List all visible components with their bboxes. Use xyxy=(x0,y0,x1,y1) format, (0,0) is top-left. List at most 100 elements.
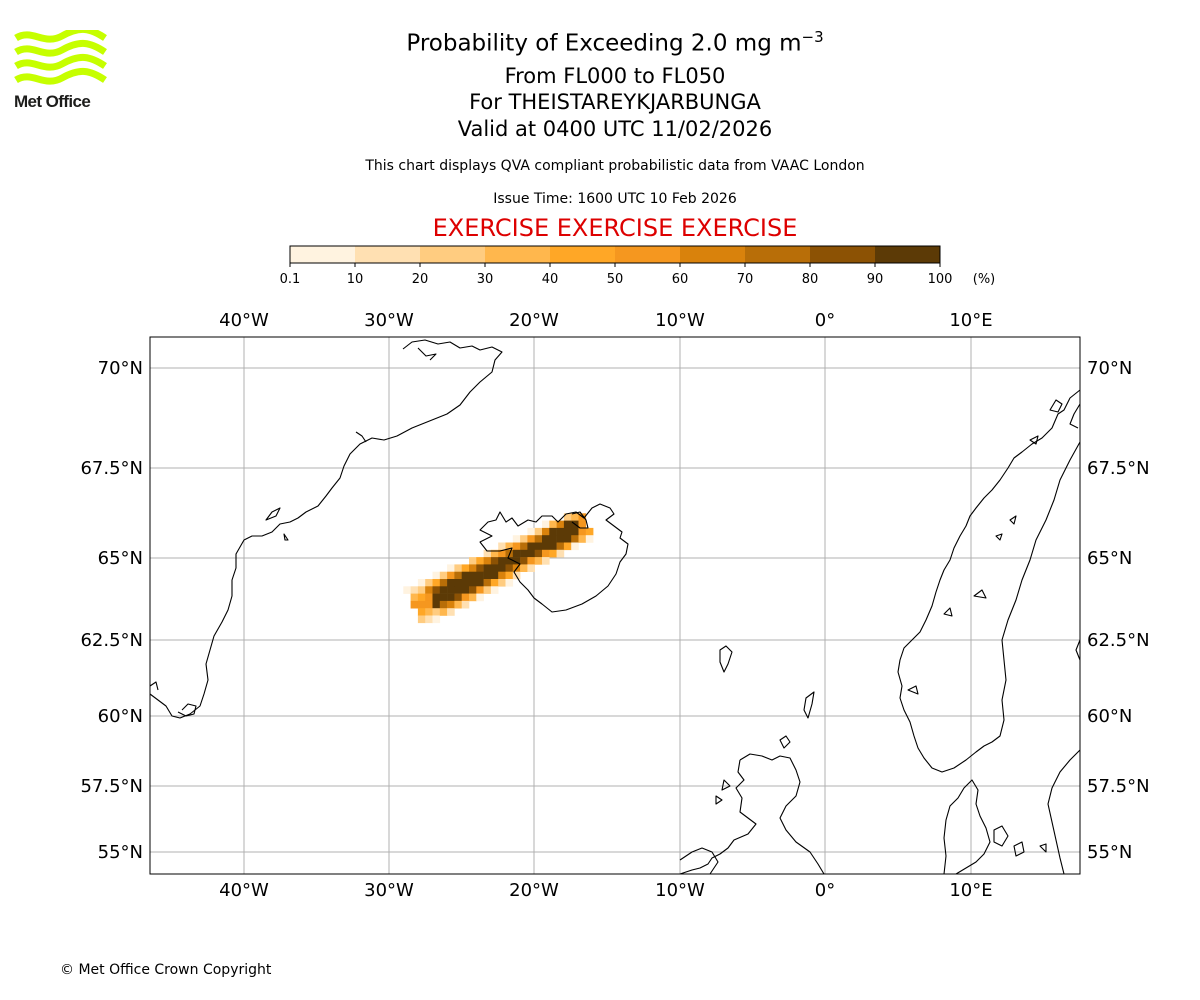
colorbar-tick-label: 10 xyxy=(347,272,364,287)
plume-cell xyxy=(439,593,448,602)
plume-cell xyxy=(432,593,441,602)
map-frame xyxy=(149,336,1081,875)
plume-cell xyxy=(461,586,470,594)
plume-cell xyxy=(454,600,462,609)
plume-cell xyxy=(476,564,484,572)
plume-cell xyxy=(425,608,433,616)
plume-cell xyxy=(556,549,565,558)
colorbar: 0.1 10 20 30 40 50 60 70 80 90 100 (%) xyxy=(280,245,995,287)
plume-cell xyxy=(447,571,455,580)
plume-cell xyxy=(469,586,477,594)
plume-cell xyxy=(432,579,441,587)
plume-cell xyxy=(417,600,426,609)
lat-label: 55°N xyxy=(1087,842,1132,863)
plume-cell xyxy=(542,527,550,536)
lat-label: 70°N xyxy=(1087,358,1132,379)
lat-label: 57.5°N xyxy=(1087,776,1150,797)
gridlines xyxy=(150,337,1080,874)
plume-cell xyxy=(527,564,535,572)
plume-cell xyxy=(483,557,492,565)
plume-cell xyxy=(454,571,462,580)
plume-cell xyxy=(454,579,462,587)
plume-cell xyxy=(549,520,557,529)
plume-cell xyxy=(476,579,484,587)
lat-label: 65°N xyxy=(1087,548,1132,569)
plume-cell xyxy=(556,542,565,551)
plume-cell xyxy=(490,564,499,572)
plume-cell xyxy=(432,608,441,616)
plume-cell xyxy=(520,549,528,558)
plume-cell xyxy=(425,579,433,587)
plume-cell xyxy=(542,520,550,529)
plume-cell xyxy=(585,535,594,543)
colorbar-cell xyxy=(680,246,746,263)
colorbar-tick-label: 70 xyxy=(737,272,754,287)
plume-cell xyxy=(571,527,579,536)
plume-cell xyxy=(578,535,587,543)
plume-cell xyxy=(585,527,594,536)
lon-labels-top: 40°W 30°W 20°W 10°W 0° 10°E xyxy=(219,310,992,331)
valid-time: Valid at 0400 UTC 11/02/2026 xyxy=(457,117,773,141)
plume-cell xyxy=(505,571,514,580)
plume-cell xyxy=(461,571,470,580)
plume-cell xyxy=(556,520,565,529)
plume-cell xyxy=(439,608,448,616)
plume-cell xyxy=(505,557,514,565)
plume-cell xyxy=(432,586,441,594)
colorbar-tick-label: 50 xyxy=(607,272,624,287)
colorbar-cell xyxy=(290,246,356,263)
plume-cell xyxy=(432,600,441,609)
coastline-denmark xyxy=(943,779,991,875)
plume-cell xyxy=(461,564,470,572)
plume-cell xyxy=(527,557,535,565)
plume-cell xyxy=(527,527,535,536)
colorbar-tick-label: 60 xyxy=(672,272,689,287)
plume-cell xyxy=(542,535,550,543)
coastlines xyxy=(149,339,1081,875)
plume-cell xyxy=(469,579,477,587)
plume-cell xyxy=(417,608,426,616)
plume-cell xyxy=(461,593,470,602)
plume-cell xyxy=(490,579,499,587)
colorbar-tick-label: 40 xyxy=(542,272,559,287)
plume-cell xyxy=(520,535,528,543)
plume-cell xyxy=(563,527,572,536)
plume-cell xyxy=(498,571,506,580)
lat-label: 62.5°N xyxy=(80,630,143,651)
plume-cell xyxy=(490,571,499,580)
plume-cell xyxy=(439,600,448,609)
plume-cell xyxy=(417,586,426,594)
plume-cell xyxy=(571,542,579,551)
exercise-banner: EXERCISE EXERCISE EXERCISE xyxy=(432,214,798,242)
plume-cell xyxy=(498,564,506,572)
plume-cell xyxy=(454,564,462,572)
plume-cell xyxy=(483,564,492,572)
chart-title: Probability of Exceeding 2.0 mg m−3 xyxy=(0,28,1200,57)
plume-cell xyxy=(571,535,579,543)
lon-label: 40°W xyxy=(219,310,269,331)
lat-labels-left: 70°N 67.5°N 65°N 62.5°N 60°N 57.5°N 55°N xyxy=(80,358,143,863)
lat-label: 60°N xyxy=(98,706,143,727)
plume-cell xyxy=(542,542,550,551)
colorbar-cell xyxy=(745,246,811,263)
plume-cell xyxy=(425,615,433,624)
plume-cell xyxy=(469,564,477,572)
lat-label: 67.5°N xyxy=(1087,458,1150,479)
lon-label: 0° xyxy=(815,880,835,901)
plume-cell xyxy=(542,549,550,558)
plume-cell xyxy=(563,542,572,551)
volcano-name: For THEISTAREYKJARBUNGA xyxy=(469,90,761,114)
plume-cell xyxy=(417,579,426,587)
lon-label: 20°W xyxy=(509,880,559,901)
plume-cell xyxy=(490,586,499,594)
lat-label: 70°N xyxy=(98,358,143,379)
plume-cell xyxy=(447,593,455,602)
ash-plume xyxy=(403,513,594,624)
plume-cell xyxy=(476,571,484,580)
coastline-iceland xyxy=(479,503,629,613)
met-office-waves-icon xyxy=(14,30,107,85)
lon-label: 30°W xyxy=(364,310,414,331)
colorbar-tick-label: 80 xyxy=(802,272,819,287)
plume-cell xyxy=(563,535,572,543)
plume-cell xyxy=(469,571,477,580)
